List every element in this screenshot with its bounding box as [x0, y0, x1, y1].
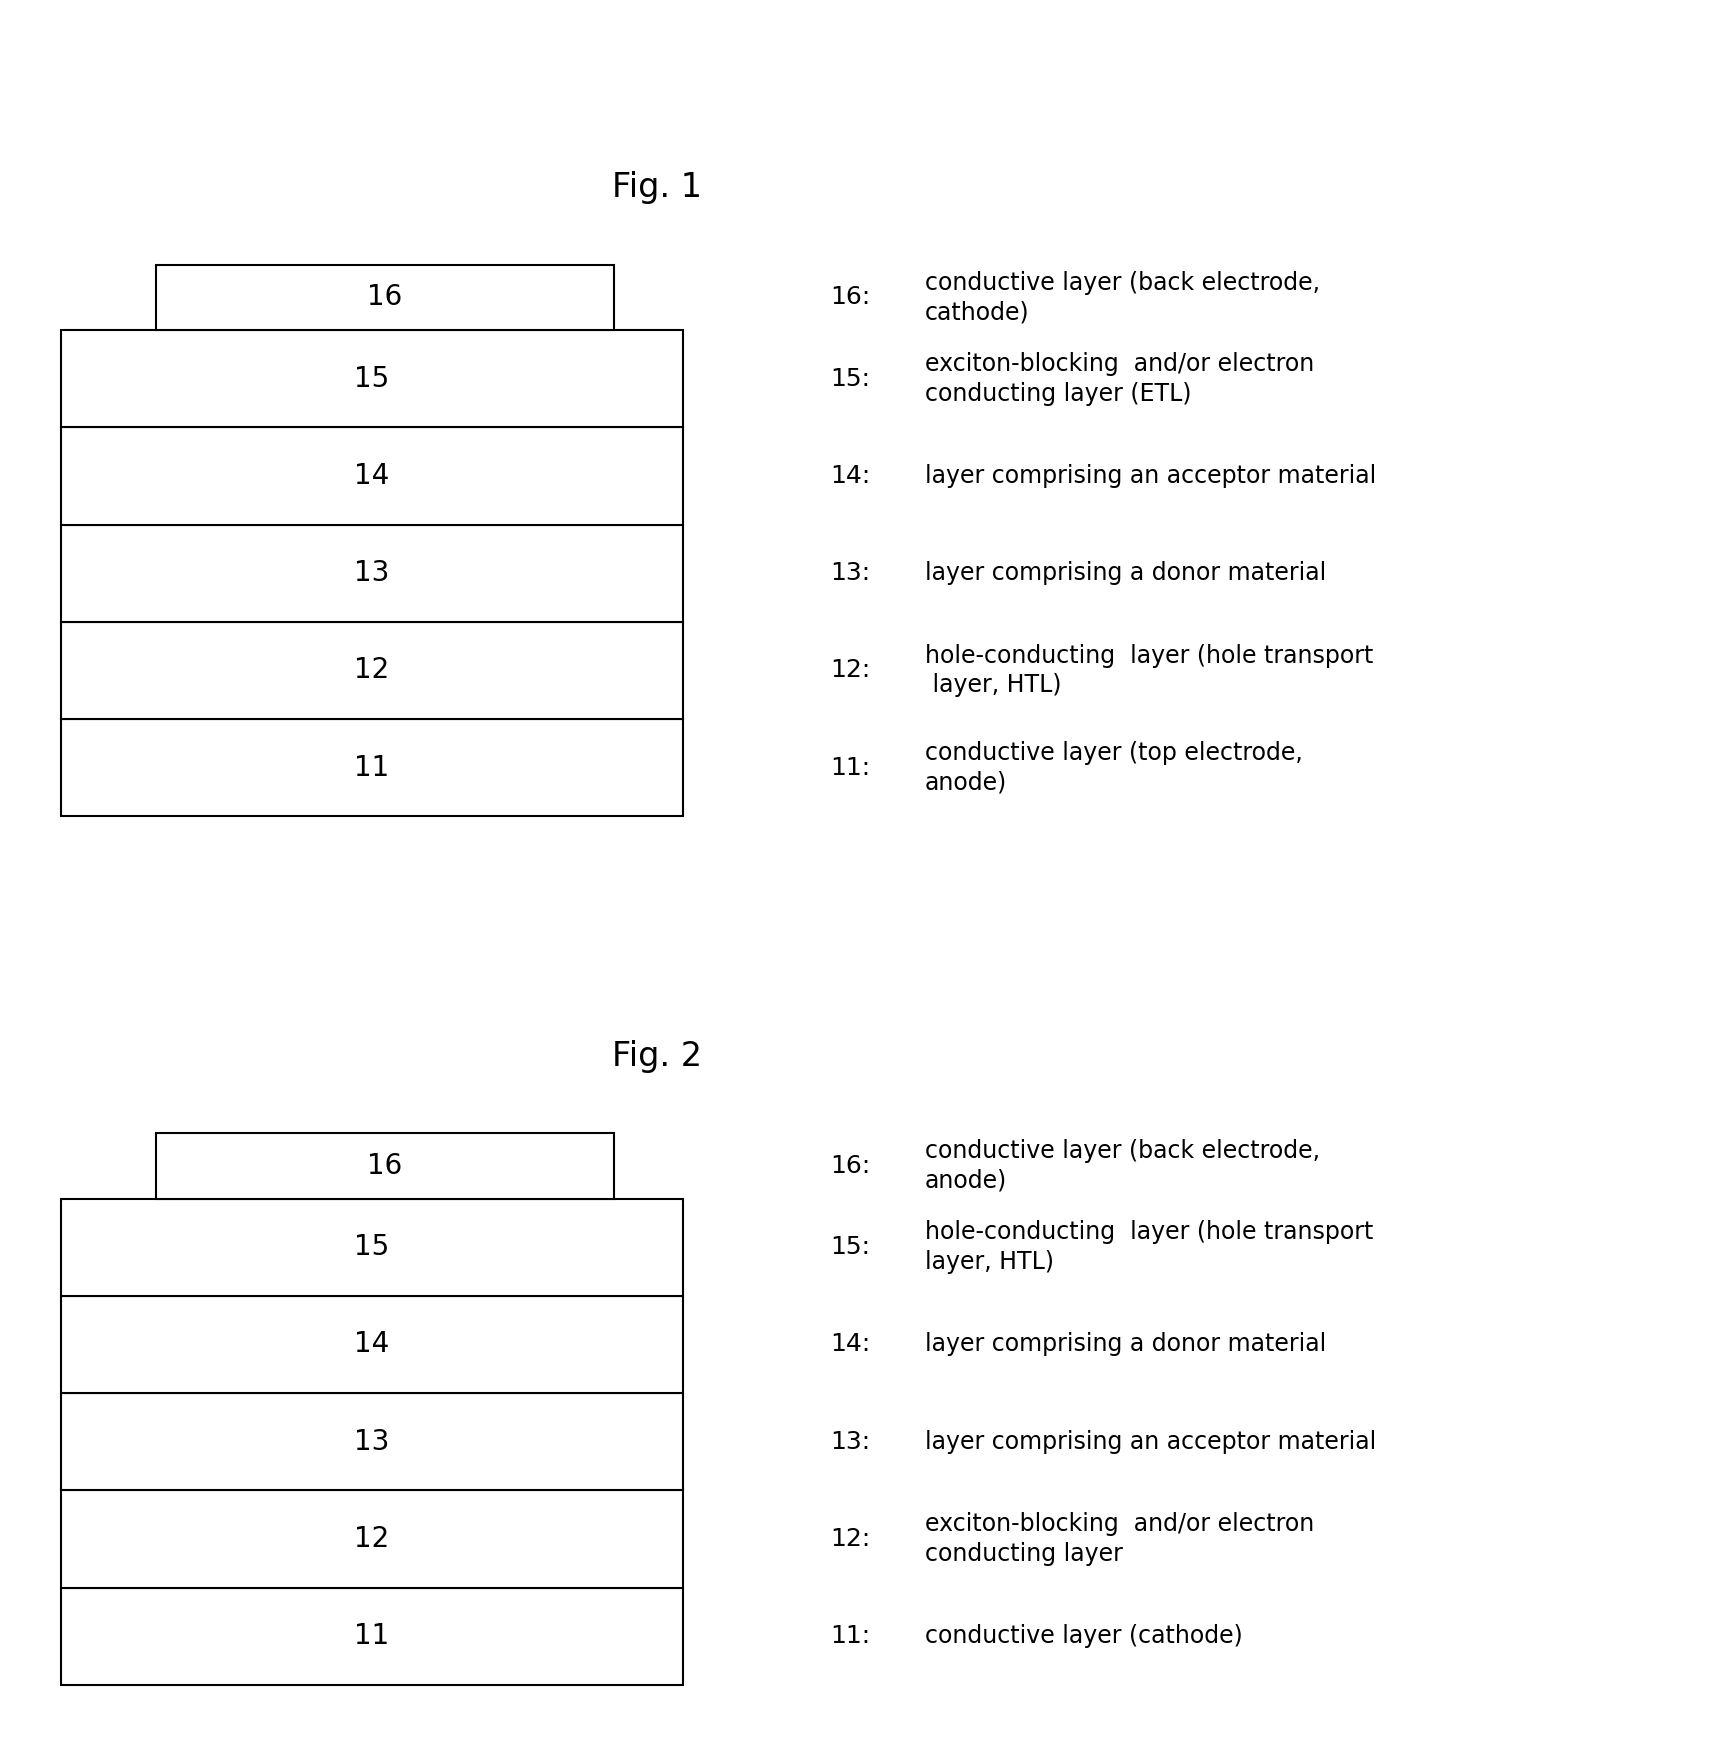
Text: conductive layer (cathode): conductive layer (cathode) [925, 1624, 1243, 1648]
Text: layer comprising an acceptor material: layer comprising an acceptor material [925, 1430, 1376, 1454]
Bar [156, 264, 614, 330]
Text: 12: 12 [354, 657, 389, 684]
Bar [61, 525, 683, 622]
Bar [61, 330, 683, 427]
Text: 14: 14 [354, 1331, 389, 1358]
Text: 16: 16 [367, 1152, 403, 1179]
Text: 16:: 16: [830, 285, 870, 309]
Text: 14:: 14: [830, 1332, 870, 1357]
Text: 15: 15 [354, 365, 389, 393]
Text: layer comprising an acceptor material: layer comprising an acceptor material [925, 464, 1376, 488]
Bar [61, 719, 683, 816]
Text: hole-conducting  layer (hole transport
layer, HTL): hole-conducting layer (hole transport la… [925, 1221, 1373, 1273]
Text: 12:: 12: [830, 1527, 870, 1551]
Bar [61, 1393, 683, 1490]
Text: 11:: 11: [830, 1624, 870, 1648]
Text: conductive layer (back electrode,
anode): conductive layer (back electrode, anode) [925, 1139, 1319, 1193]
Text: exciton-blocking  and/or electron
conducting layer: exciton-blocking and/or electron conduct… [925, 1513, 1314, 1565]
Text: 13:: 13: [830, 1430, 870, 1454]
Text: layer comprising a donor material: layer comprising a donor material [925, 561, 1326, 585]
Text: hole-conducting  layer (hole transport
 layer, HTL): hole-conducting layer (hole transport la… [925, 644, 1373, 697]
Bar [61, 1199, 683, 1296]
Text: Fig. 1: Fig. 1 [612, 172, 702, 203]
Text: 14: 14 [354, 462, 389, 490]
Text: 12: 12 [354, 1525, 389, 1553]
Text: 16: 16 [367, 283, 403, 311]
Text: 16:: 16: [830, 1153, 870, 1178]
Text: 15: 15 [354, 1233, 389, 1261]
Text: 11: 11 [354, 754, 389, 782]
Bar [61, 622, 683, 719]
Bar [61, 427, 683, 525]
Text: layer comprising a donor material: layer comprising a donor material [925, 1332, 1326, 1357]
Text: Fig. 2: Fig. 2 [612, 1040, 702, 1072]
Text: 13:: 13: [830, 561, 870, 585]
Text: exciton-blocking  and/or electron
conducting layer (ETL): exciton-blocking and/or electron conduct… [925, 353, 1314, 405]
Text: 14:: 14: [830, 464, 870, 488]
Text: 11: 11 [354, 1622, 389, 1650]
Bar [61, 1490, 683, 1588]
Text: 11:: 11: [830, 756, 870, 780]
Bar [156, 1133, 614, 1199]
Text: 12:: 12: [830, 658, 870, 683]
Text: 13: 13 [354, 559, 389, 587]
Bar [61, 1296, 683, 1393]
Text: 15:: 15: [830, 1235, 870, 1259]
Text: 15:: 15: [830, 367, 870, 391]
Text: conductive layer (top electrode,
anode): conductive layer (top electrode, anode) [925, 742, 1302, 794]
Text: conductive layer (back electrode,
cathode): conductive layer (back electrode, cathod… [925, 271, 1319, 325]
Bar [61, 1588, 683, 1685]
Text: 13: 13 [354, 1428, 389, 1456]
